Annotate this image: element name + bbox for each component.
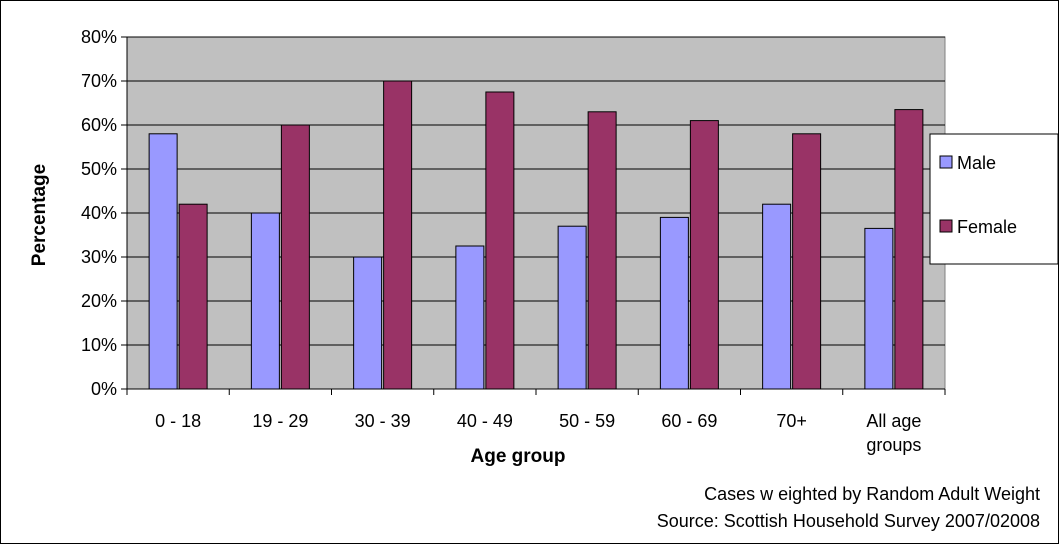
bar-female (689, 120, 719, 390)
legend-label-female: Female (957, 217, 1017, 237)
bar-female (587, 111, 617, 390)
x-tick-label: All age groups (866, 411, 921, 455)
bar-male (250, 212, 280, 390)
y-tick-label: 60% (81, 115, 117, 135)
weighting-note: Cases w eighted by Random Adult Weight (704, 484, 1040, 504)
bar-female (485, 91, 515, 390)
axes (121, 36, 946, 395)
y-tick-labels: 0% 10% 20% 30% 40% 50% 60% 70% 80% (81, 27, 117, 399)
y-tick-label: 40% (81, 203, 117, 223)
bar-female (383, 80, 413, 390)
bar-male (455, 245, 485, 390)
x-tick-label: 60 - 69 (661, 411, 717, 431)
bar-male (864, 227, 894, 390)
x-axis-title: Age group (471, 446, 566, 467)
y-tick-label: 50% (81, 159, 117, 179)
bar-male (762, 203, 792, 390)
y-tick-label: 70% (81, 71, 117, 91)
bar-female (792, 133, 822, 390)
legend-swatch-male (939, 155, 953, 169)
y-tick-label: 10% (81, 335, 117, 355)
x-tick-label: 0 - 18 (155, 411, 201, 431)
y-tick-label: 0% (91, 379, 117, 399)
x-tick-label: 40 - 49 (457, 411, 513, 431)
source-note: Source: Scottish Household Survey 2007/0… (657, 511, 1040, 531)
x-tick-label: 30 - 39 (355, 411, 411, 431)
bars (148, 80, 924, 390)
bar-female (178, 203, 208, 390)
y-axis-title: Percentage (29, 164, 50, 266)
y-tick-label: 20% (81, 291, 117, 311)
bar-male (557, 225, 587, 390)
y-tick-label: 80% (81, 27, 117, 47)
legend-swatch-female (939, 219, 953, 233)
bar-male (148, 133, 178, 390)
bar-male (353, 256, 383, 390)
x-tick-label: 19 - 29 (252, 411, 308, 431)
x-tick-label: 50 - 59 (559, 411, 615, 431)
bar-female (894, 109, 924, 390)
x-tick-label: 70+ (776, 411, 807, 431)
x-tick-labels: 0 - 18 19 - 29 30 - 39 40 - 49 50 - 59 60 - 6… (155, 411, 921, 455)
bar-female (280, 124, 310, 390)
y-tick-label: 30% (81, 247, 117, 267)
bar-male (659, 216, 689, 390)
legend: Male Female (929, 133, 1059, 265)
legend-label-male: Male (957, 153, 996, 173)
